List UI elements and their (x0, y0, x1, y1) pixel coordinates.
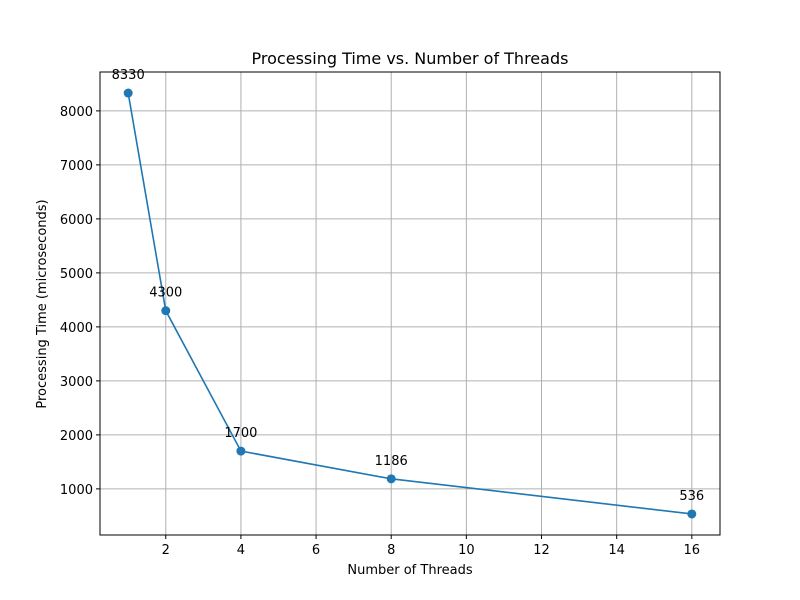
x-tick-label: 2 (162, 543, 170, 558)
y-tick-label: 6000 (60, 213, 93, 228)
x-tick-label: 6 (312, 543, 320, 558)
data-point (386, 474, 396, 484)
x-tick-label: 12 (533, 543, 550, 558)
data-series (123, 88, 697, 519)
y-tick-label: 7000 (60, 159, 93, 174)
data-label: 4300 (149, 286, 182, 301)
data-label: 536 (679, 489, 704, 504)
x-axis-ticks: 2 4 6 8 10 12 14 16 (162, 535, 700, 558)
data-point (687, 509, 697, 519)
chart-title: Processing Time vs. Number of Threads (252, 49, 569, 68)
x-tick-label: 10 (458, 543, 475, 558)
y-tick-label: 5000 (60, 267, 93, 282)
y-tick-label: 1000 (60, 483, 93, 498)
y-axis-ticks: 1000 2000 3000 4000 5000 6000 7000 8000 (60, 105, 100, 498)
y-axis-label: Processing Time (microseconds) (35, 199, 50, 408)
x-tick-label: 16 (684, 543, 701, 558)
data-label: 1700 (224, 426, 257, 441)
x-axis-label: Number of Threads (347, 563, 472, 578)
y-tick-label: 8000 (60, 105, 93, 120)
y-tick-label: 2000 (60, 429, 93, 444)
data-point (161, 306, 171, 316)
x-tick-label: 14 (608, 543, 625, 558)
data-point (123, 88, 133, 98)
data-point (236, 446, 246, 456)
y-tick-label: 4000 (60, 321, 93, 336)
data-label: 1186 (375, 454, 408, 469)
plot-frame (99, 71, 721, 536)
data-label: 8330 (112, 68, 145, 83)
x-tick-label: 8 (387, 543, 395, 558)
y-tick-label: 3000 (60, 375, 93, 390)
x-tick-label: 4 (237, 543, 245, 558)
